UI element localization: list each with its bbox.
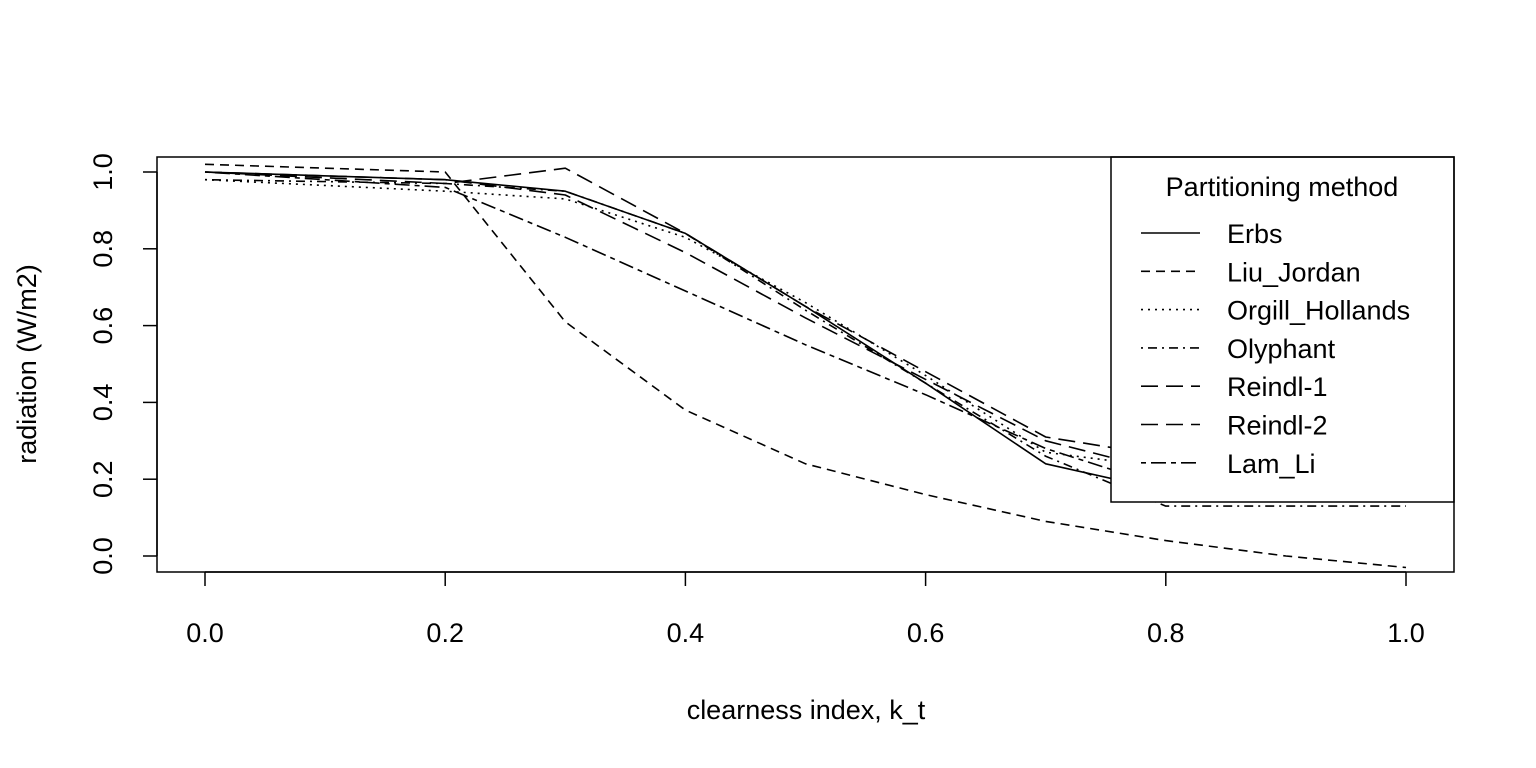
y-tick-label: 0.4	[88, 384, 118, 422]
legend-box	[1110, 156, 1455, 503]
series-line-7	[204, 171, 1167, 488]
series-line-5	[204, 167, 1166, 457]
legend-label: Erbs	[1227, 219, 1283, 249]
y-tick-label: 1.0	[88, 153, 118, 191]
x-tick-label: 0.4	[667, 618, 705, 648]
y-axis-title: radiation (W/m2)	[12, 264, 42, 464]
x-axis: 0.0 0.2 0.4 0.6 0.8 1.0	[186, 571, 1425, 648]
legend-label: Orgill_Hollands	[1227, 296, 1410, 326]
x-tick-label: 0.8	[1147, 618, 1185, 648]
x-tick-label: 1.0	[1387, 618, 1425, 648]
legend: Partitioning method Erbs Liu_Jordan Orgill…	[1110, 156, 1455, 503]
x-tick-label: 0.2	[426, 618, 464, 648]
y-tick-label: 0.6	[88, 307, 118, 345]
legend-title: Partitioning method	[1166, 172, 1399, 202]
series-line-2	[204, 163, 1407, 569]
y-axis: 0.0 0.2 0.4 0.6 0.8 1.0	[88, 153, 158, 575]
x-axis-title: clearness index, k_t	[687, 695, 926, 725]
legend-items: Erbs Liu_Jordan Orgill_Hollands Olyphant Rei…	[1141, 219, 1410, 479]
series-line-1	[204, 171, 1166, 492]
y-tick-label: 0.2	[88, 460, 118, 498]
legend-label: Lam_Li	[1227, 449, 1316, 479]
y-tick-label: 0.8	[88, 230, 118, 268]
series-line-6	[204, 171, 1166, 473]
series-layer	[204, 163, 1407, 569]
legend-label: Olyphant	[1227, 334, 1336, 364]
y-tick-label: 0.0	[88, 537, 118, 575]
legend-label: Reindl-2	[1227, 411, 1328, 441]
x-tick-label: 0.0	[186, 618, 224, 648]
series-line-4	[204, 178, 1406, 507]
legend-label: Liu_Jordan	[1227, 257, 1361, 287]
x-tick-label: 0.6	[907, 618, 945, 648]
legend-label: Reindl-1	[1227, 372, 1328, 402]
